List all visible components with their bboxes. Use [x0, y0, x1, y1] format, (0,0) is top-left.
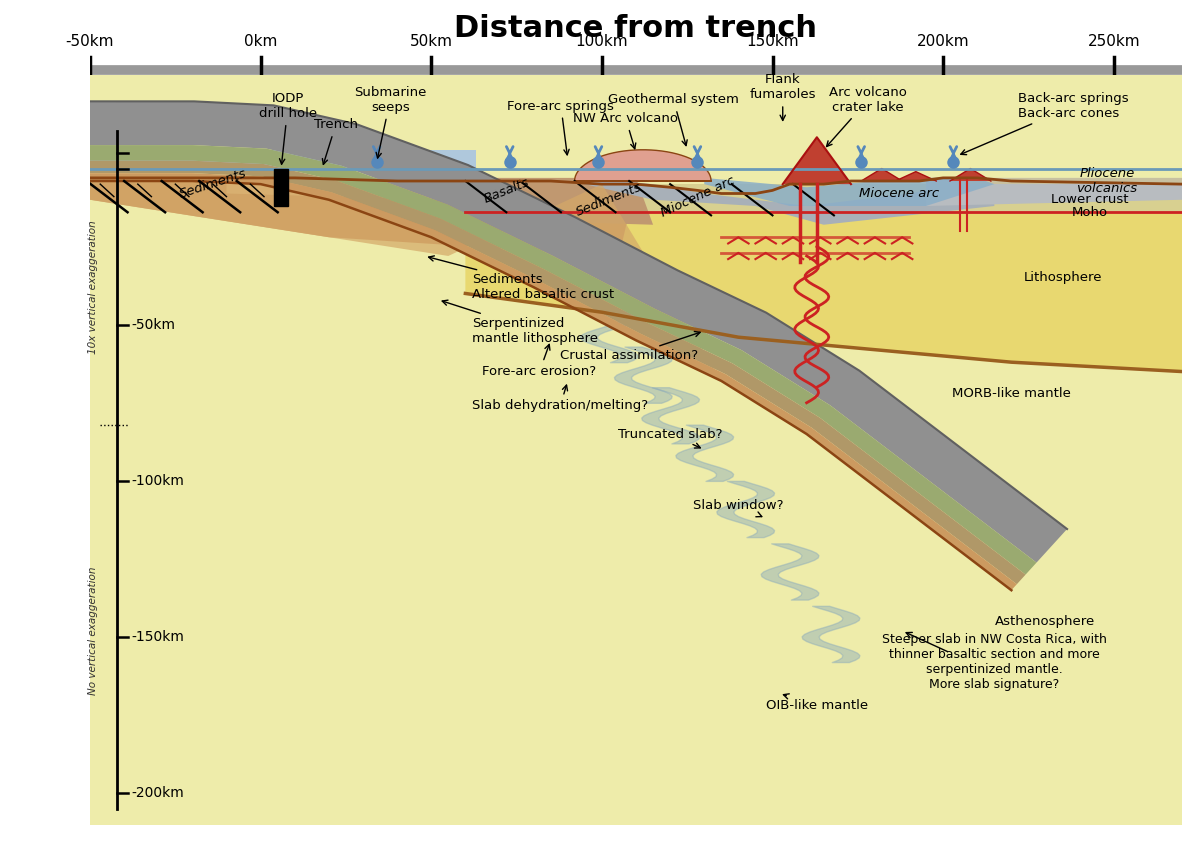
Polygon shape [90, 161, 1026, 584]
Polygon shape [862, 168, 902, 181]
Polygon shape [782, 138, 851, 184]
Text: Lower crust: Lower crust [1051, 193, 1129, 207]
Text: Miocene arc: Miocene arc [859, 187, 938, 200]
Text: Lithosphere: Lithosphere [1024, 271, 1102, 285]
Text: Miocene arc: Miocene arc [659, 173, 737, 219]
Text: Slab dehydration/melting?: Slab dehydration/melting? [473, 385, 648, 412]
Text: Steeper slab in NW Costa Rica, with
thinner basaltic section and more
serpentini: Steeper slab in NW Costa Rica, with thin… [882, 633, 1106, 691]
Text: Fore-arc erosion?: Fore-arc erosion? [482, 344, 596, 378]
Text: 50km: 50km [409, 34, 452, 49]
Text: Basalts: Basalts [481, 175, 532, 206]
Polygon shape [950, 168, 991, 181]
Polygon shape [584, 178, 995, 224]
Text: Sea level: Sea level [131, 162, 194, 175]
Polygon shape [431, 178, 653, 224]
Polygon shape [90, 173, 1016, 590]
Text: Flank
fumaroles: Flank fumaroles [750, 73, 816, 121]
Polygon shape [90, 145, 1037, 575]
Text: 150km: 150km [746, 34, 799, 49]
Text: 200km: 200km [917, 34, 970, 49]
Polygon shape [466, 184, 1182, 371]
Text: Moho: Moho [1072, 206, 1108, 218]
Text: Truncated slab?: Truncated slab? [618, 428, 722, 448]
Text: Crustal assimilation?: Crustal assimilation? [560, 332, 700, 362]
Text: Sediments
Altered basaltic crust: Sediments Altered basaltic crust [428, 256, 614, 301]
Polygon shape [926, 178, 1182, 206]
Text: MORB-like mantle: MORB-like mantle [952, 387, 1070, 399]
Text: Asthenosphere: Asthenosphere [995, 615, 1096, 628]
Text: Fore-arc springs: Fore-arc springs [508, 99, 614, 155]
Text: Slab window?: Slab window? [694, 500, 784, 517]
Text: NW Arc volcano: NW Arc volcano [574, 112, 678, 149]
Text: Distance from trench: Distance from trench [455, 14, 817, 42]
Text: Serpentinized
mantle lithosphere: Serpentinized mantle lithosphere [442, 300, 599, 345]
Text: Pliocene
volcanics: Pliocene volcanics [1076, 167, 1138, 195]
Text: 100km: 100km [576, 34, 628, 49]
Text: -50km: -50km [131, 318, 175, 332]
Text: IODP
drill hole: IODP drill hole [259, 92, 317, 164]
Text: 5km: 5km [131, 146, 161, 160]
Text: Sediments: Sediments [178, 167, 248, 201]
Polygon shape [90, 101, 1067, 563]
Text: Arc volcano
crater lake: Arc volcano crater lake [827, 86, 907, 146]
Text: -200km: -200km [131, 786, 184, 800]
Bar [275, 168, 288, 206]
Text: 250km: 250km [1087, 34, 1140, 49]
Text: Geothermal system: Geothermal system [608, 94, 739, 145]
Polygon shape [227, 178, 449, 200]
Text: Trench: Trench [313, 118, 358, 164]
Text: -50km: -50km [66, 34, 114, 49]
Text: Submarine
seeps: Submarine seeps [354, 86, 426, 158]
Polygon shape [90, 75, 1182, 824]
Text: No vertical exaggeration: No vertical exaggeration [89, 567, 98, 695]
Text: Back-arc springs
Back-arc cones: Back-arc springs Back-arc cones [961, 92, 1129, 155]
Polygon shape [466, 184, 1182, 212]
Polygon shape [90, 181, 721, 381]
Text: 10x vertical exaggeration: 10x vertical exaggeration [89, 220, 98, 354]
Polygon shape [895, 172, 936, 181]
Polygon shape [575, 150, 712, 181]
Polygon shape [960, 178, 1182, 184]
Polygon shape [90, 150, 475, 168]
Polygon shape [90, 178, 636, 256]
Text: 0km: 0km [244, 34, 277, 49]
Text: OIB-like mantle: OIB-like mantle [766, 694, 868, 712]
Text: -150km: -150km [131, 630, 184, 644]
Text: Sediments: Sediments [574, 180, 643, 219]
Polygon shape [704, 178, 995, 206]
Text: -100km: -100km [131, 474, 184, 488]
